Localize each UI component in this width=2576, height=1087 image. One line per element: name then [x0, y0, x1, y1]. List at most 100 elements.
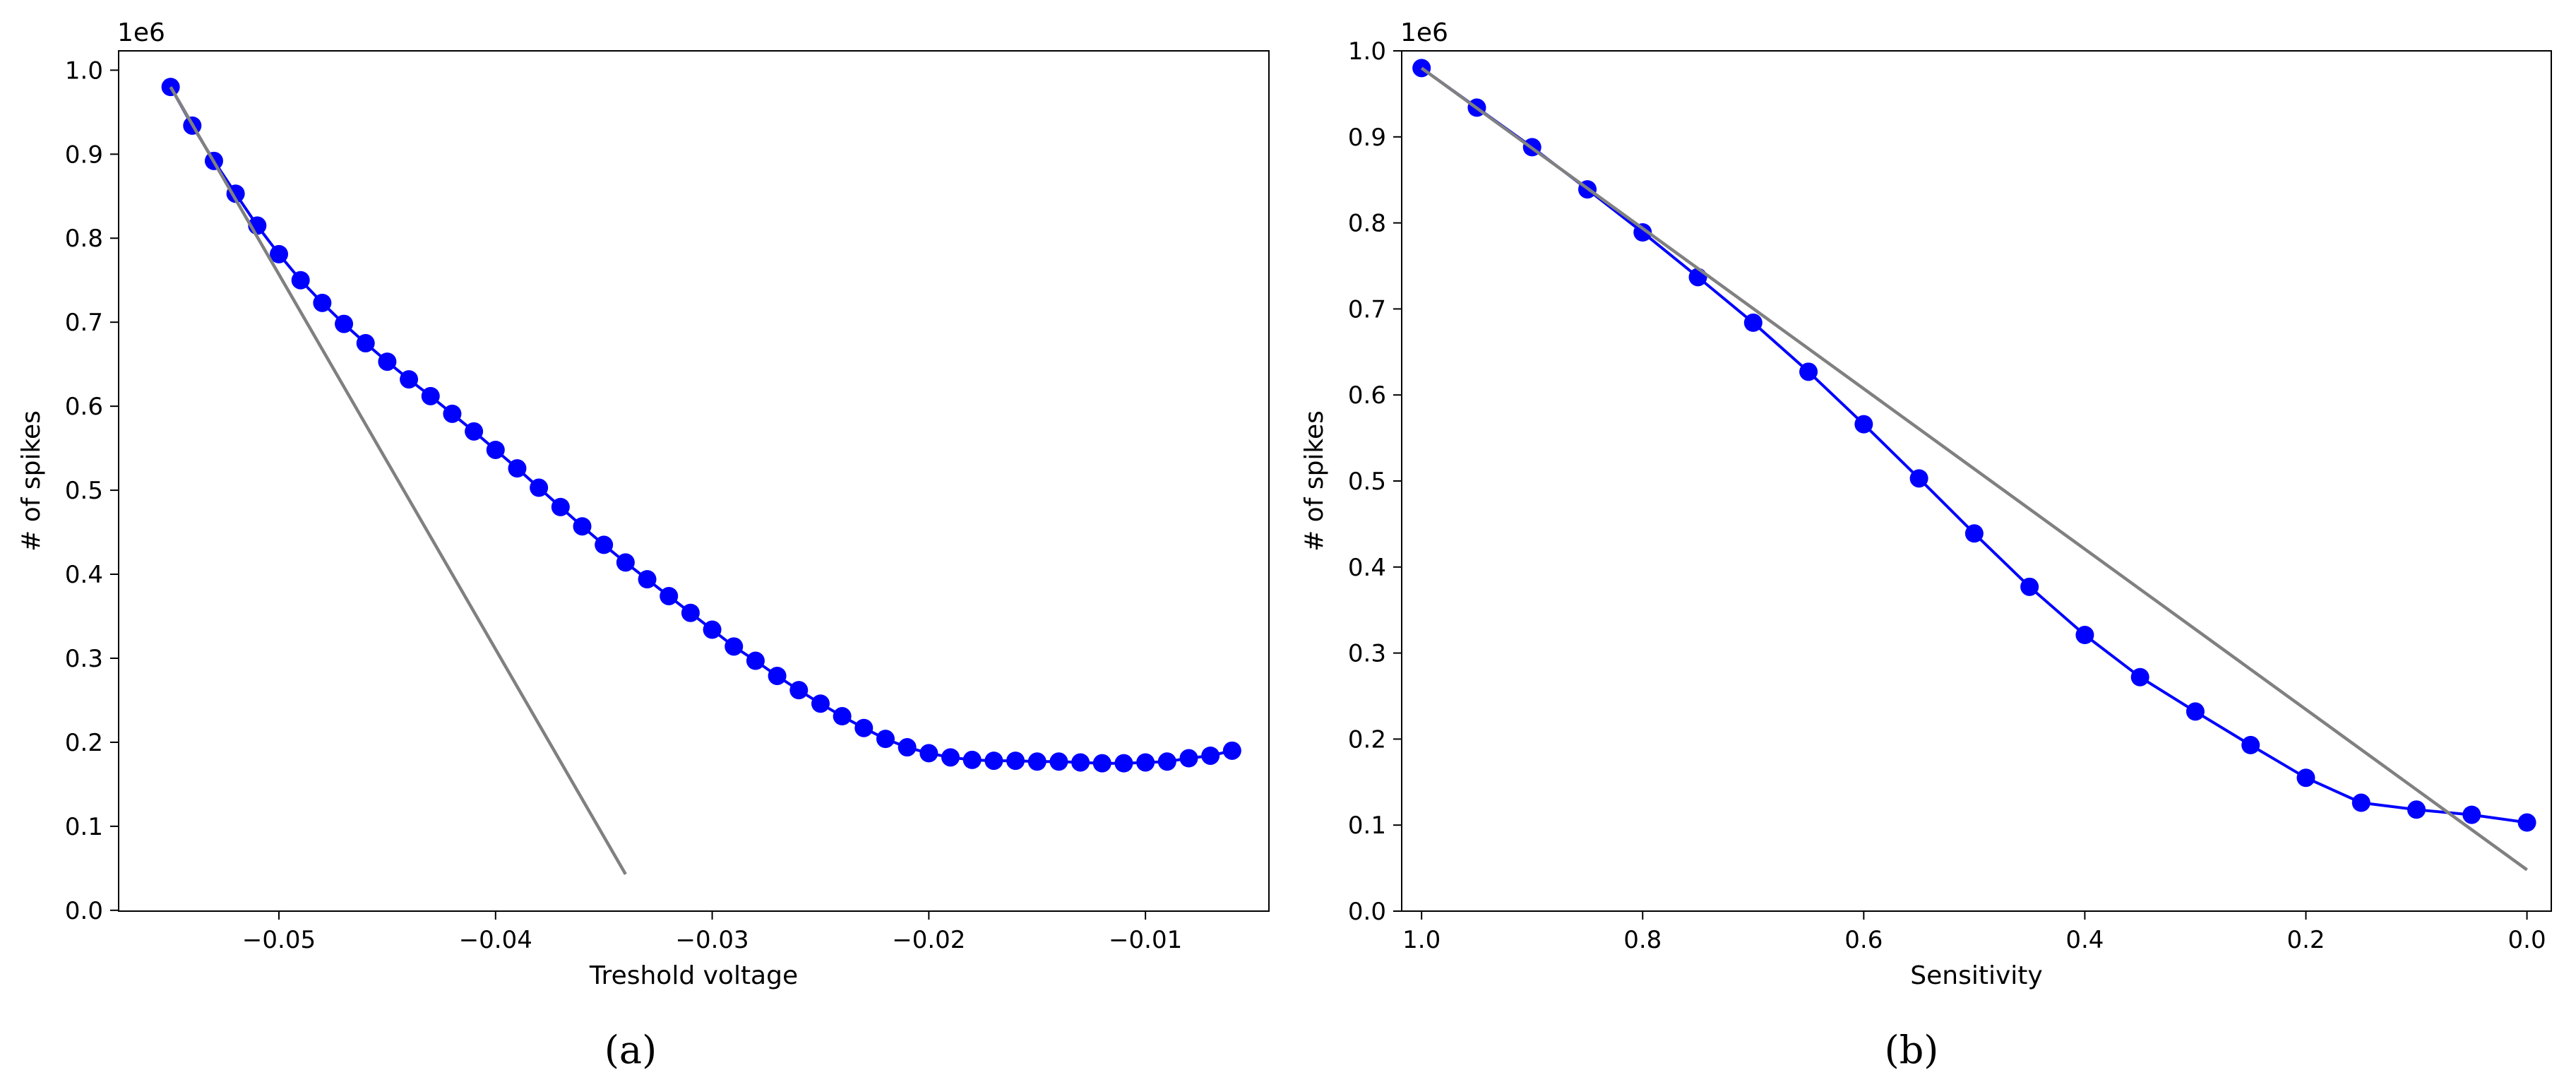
- panel-a-y-tick-label: 0.5: [65, 477, 103, 505]
- panel-b-series-1-point: [2075, 626, 2094, 645]
- panel-a-series-1-point: [638, 570, 657, 589]
- panel-b-x-tick-label: 0.2: [2286, 926, 2325, 954]
- panel-b-y-tick-label: 0.9: [1348, 124, 1386, 152]
- panel-a-series: [161, 78, 1241, 875]
- panel-a-y-tick-label: 0.6: [65, 393, 103, 421]
- panel-a-series-1-point: [789, 681, 809, 700]
- panel-a-series-1-point: [1136, 753, 1155, 772]
- panel-a-series-1-point: [746, 651, 765, 670]
- panel-a: −0.05 −0.04 −0.03 −0.02 −0.01 0.00.10.20.30.…: [17, 18, 1270, 1072]
- panel-b-series-1-point: [2241, 735, 2260, 754]
- panel-a-series-1-point: [335, 314, 354, 333]
- panel-b-x-tick-label: 0.6: [1844, 926, 1883, 954]
- panel-a-series-1-point: [941, 748, 960, 767]
- panel-a-series-1-point: [898, 738, 917, 757]
- panel-b-series-1-point: [1688, 268, 1707, 287]
- panel-b-series-1-point: [2351, 793, 2371, 812]
- panel-b-series-1-point: [1799, 362, 1818, 381]
- panel-b-x-tick-label: 0.0: [2508, 926, 2546, 954]
- panel-a-series-1-point: [1157, 752, 1176, 771]
- panel-b-y-tick-label: 1.0: [1348, 37, 1386, 66]
- panel-a-x-tick-label: −0.04: [459, 926, 532, 954]
- panel-a-series-1-point: [681, 603, 700, 622]
- panel-a-x-tick-label: −0.02: [892, 926, 965, 954]
- panel-a-series-1-point: [876, 730, 895, 749]
- panel-b-series: [1412, 59, 2536, 872]
- panel-b-y-tick-label: 0.4: [1348, 554, 1386, 582]
- panel-b-y-ticks: 0.0 0.1 0.2 0.3 0.4 0.5 0.6 0.7 0.8 0.9 1.0: [1348, 37, 1402, 926]
- panel-a-series-1-point: [1027, 752, 1046, 771]
- panel-b-y-tick-label: 0.0: [1348, 898, 1386, 926]
- panel-b-series-1-point: [1743, 313, 1763, 332]
- panel-b-series-1-point: [2462, 805, 2481, 824]
- panel-a-y-tick-label: 0.0: [65, 897, 103, 925]
- panel-a-series-1-point: [400, 370, 419, 389]
- panel-a-series-1-point: [1071, 753, 1090, 772]
- panel-a-series-1-point: [962, 750, 982, 769]
- panel-a-x-ticks: −0.05 −0.04 −0.03 −0.02 −0.01: [242, 911, 1182, 954]
- panel-a-series-1-point: [421, 386, 440, 405]
- panel-b-y-tick-label: 0.6: [1348, 381, 1386, 410]
- panel-a-x-tick-label: −0.03: [675, 926, 749, 954]
- panel-a-x-tick-label: −0.01: [1109, 926, 1182, 954]
- panel-b-y-tick-label: 0.3: [1348, 640, 1386, 668]
- panel-a-y-tick-label: 0.1: [65, 813, 103, 841]
- panel-a-series-1-point: [984, 752, 1003, 771]
- panel-b-x-axis-label: Sensitivity: [1910, 961, 2042, 990]
- panel-b-y-tick-label: 0.7: [1348, 295, 1386, 323]
- panel-b: 1.0 0.8 0.6 0.4 0.2 0.0 0.0 0.1 0.2 0.3 0.4 0.5 0.6…: [1300, 18, 2552, 1072]
- panel-a-series-1-point: [465, 422, 484, 441]
- panel-a-series-1-point: [508, 459, 527, 478]
- panel-a-series-1-point: [1179, 749, 1198, 768]
- panel-a-y-tick-label: 0.8: [65, 225, 103, 253]
- panel-b-y-axis-label: # of spikes: [1300, 410, 1329, 552]
- panel-a-series-1-point: [768, 666, 787, 685]
- panel-b-x-tick-label: 0.4: [2065, 926, 2104, 954]
- panel-a-y-axis-label: # of spikes: [17, 410, 46, 552]
- panel-a-series-1-point: [660, 586, 679, 605]
- panel-b-y-offset-label: 1e6: [1400, 18, 1448, 47]
- panel-a-y-ticks: 0.0 0.1 0.2 0.3 0.4 0.5 0.6 0.7 0.8 0.9 1.0: [65, 57, 119, 925]
- panel-a-series-1-point: [551, 497, 570, 516]
- panel-a-series-1-point: [1092, 754, 1111, 773]
- panel-a-x-axis-label: Treshold voltage: [589, 961, 798, 990]
- panel-a-x-tick-label: −0.05: [242, 926, 316, 954]
- panel-b-caption: (b): [1885, 1028, 1939, 1072]
- panel-a-series-1-point: [1006, 752, 1025, 771]
- panel-a-series-1-point: [919, 744, 938, 763]
- panel-a-series-1-point: [291, 271, 310, 290]
- panel-a-series-1-point: [1201, 746, 1220, 765]
- panel-b-series-1-point: [2130, 667, 2149, 687]
- panel-a-y-tick-label: 0.4: [65, 561, 103, 589]
- panel-b-series-1-point: [1854, 415, 1873, 434]
- panel-a-y-tick-label: 0.7: [65, 309, 103, 337]
- panel-a-series-1-point: [530, 478, 549, 497]
- panel-b-x-tick-label: 0.8: [1623, 926, 1662, 954]
- panel-b-x-ticks: 1.0 0.8 0.6 0.4 0.2 0.0: [1402, 911, 2546, 954]
- panel-a-series-1-point: [1114, 754, 1133, 773]
- panel-a-series-1-point: [573, 517, 592, 536]
- panel-b-series-1-point: [1633, 222, 1652, 242]
- panel-a-y-tick-label: 1.0: [65, 57, 103, 85]
- panel-a-caption: (a): [604, 1028, 657, 1072]
- panel-a-series-1-point: [595, 535, 614, 554]
- panel-a-series-1-point: [378, 352, 397, 372]
- panel-a-series-1-point: [703, 620, 722, 639]
- panel-b-x-tick-label: 1.0: [1402, 926, 1441, 954]
- panel-a-series-1-point: [443, 404, 462, 423]
- panel-b-y-tick-label: 0.2: [1348, 725, 1386, 754]
- panel-a-series-1-point: [270, 244, 289, 263]
- panel-b-series-1-point: [2517, 813, 2536, 832]
- panel-a-series-1-point: [313, 293, 332, 312]
- panel-a-series-1-point: [1222, 741, 1241, 760]
- panel-a-series-1-point: [616, 553, 635, 572]
- panel-b-series-2-line: [1420, 66, 2528, 872]
- panel-b-y-tick-label: 0.8: [1348, 210, 1386, 238]
- panel-a-series-1-point: [854, 718, 873, 737]
- panel-b-series-1-point: [2296, 768, 2315, 788]
- panel-a-y-tick-label: 0.9: [65, 141, 103, 169]
- panel-b-y-tick-label: 0.5: [1348, 468, 1386, 496]
- panel-a-series-1-point: [356, 333, 375, 352]
- panel-a-series-1-point: [1049, 752, 1068, 771]
- panel-a-y-tick-label: 0.2: [65, 729, 103, 757]
